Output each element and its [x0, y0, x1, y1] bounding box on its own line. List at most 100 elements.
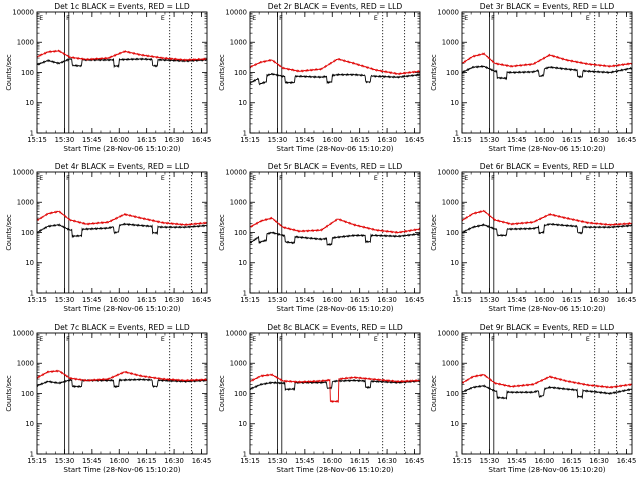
y-tick-label: 10000 [225, 8, 247, 16]
y-tick-label: 1 [243, 450, 247, 458]
marker-label: E [252, 15, 256, 22]
y-tick-label: 100 [21, 69, 34, 77]
chart-title: Det 8c BLACK = Events, RED = LLD [267, 323, 403, 332]
chart-panel-1: Det 1c BLACK = Events, RED = LLD Counts/s… [5, 2, 211, 153]
x-tick-label: 16:00 [109, 136, 129, 144]
x-tick-label: 15:15 [27, 457, 47, 465]
chart-panel-3: Det 3r BLACK = Events, RED = LLD Counts/s… [430, 2, 636, 153]
y-axis-label: Counts/sec [5, 375, 13, 412]
x-tick-label: 16:30 [589, 296, 609, 304]
x-tick-label: 16:00 [534, 296, 554, 304]
x-tick-label: 16:45 [405, 136, 425, 144]
x-tick-label: 16:00 [109, 457, 129, 465]
x-tick-label: 16:45 [192, 457, 212, 465]
y-tick-label: 10 [450, 99, 459, 107]
x-axis-label: Start Time (28-Nov-06 15:10:20) [276, 144, 393, 153]
chart-title: Det 7c BLACK = Events, RED = LLD [54, 323, 190, 332]
chart-panel-5: Det 5r BLACK = Events, RED = LLD Counts/s… [218, 162, 424, 313]
y-tick-label: 10 [238, 259, 247, 267]
y-tick-label: 1000 [442, 199, 459, 207]
y-tick-label: 1000 [230, 199, 247, 207]
x-tick-label: 16:15 [350, 296, 370, 304]
chart-title: Det 3r BLACK = Events, RED = LLD [480, 2, 615, 11]
y-tick-label: 1000 [230, 360, 247, 368]
plot-frame [461, 11, 633, 134]
x-tick-label: 16:30 [164, 457, 184, 465]
marker-label: E [374, 175, 378, 182]
lld-series-line [461, 52, 633, 68]
y-tick-label: 100 [446, 229, 459, 237]
x-tick-label: 15:15 [240, 136, 260, 144]
events-series-line [249, 72, 421, 86]
y-axis-label: Counts/sec [218, 375, 226, 412]
events-series-line [36, 222, 208, 239]
x-tick-label: 16:30 [589, 457, 609, 465]
marker-label: E [252, 336, 256, 343]
y-tick-label: 10000 [437, 8, 459, 16]
lld-series-line [249, 373, 421, 404]
x-tick-label: 16:00 [534, 457, 554, 465]
x-tick-label: 16:15 [137, 136, 157, 144]
y-tick-label: 10000 [225, 168, 247, 176]
y-axis-label: Counts/sec [218, 214, 226, 251]
x-tick-label: 16:15 [350, 136, 370, 144]
marker-label: E [39, 175, 43, 182]
lld-series-line [461, 373, 633, 389]
x-tick-label: 16:15 [562, 296, 582, 304]
x-tick-label: 16:15 [137, 296, 157, 304]
x-tick-label: 15:30 [268, 296, 288, 304]
y-tick-label: 1 [30, 129, 34, 137]
x-tick-label: 15:30 [55, 136, 75, 144]
marker-label: E [374, 336, 378, 343]
y-tick-label: 100 [21, 229, 34, 237]
y-tick-label: 1000 [17, 199, 34, 207]
x-axis-label: Start Time (28-Nov-06 15:10:20) [63, 144, 180, 153]
y-tick-label: 100 [446, 390, 459, 398]
x-axis-label: Start Time (28-Nov-06 15:10:20) [276, 304, 393, 313]
y-tick-label: 1000 [17, 39, 34, 47]
x-tick-label: 16:45 [192, 136, 212, 144]
plot-frame [461, 171, 633, 294]
x-tick-label: 15:15 [452, 296, 472, 304]
chart-title: Det 9r BLACK = Events, RED = LLD [480, 323, 615, 332]
x-axis-label: Start Time (28-Nov-06 15:10:20) [63, 304, 180, 313]
marker-label: E [161, 336, 165, 343]
marker-label: F [491, 175, 495, 182]
marker-label: F [279, 15, 283, 22]
lld-series-line [249, 57, 421, 76]
marker-label: F [66, 175, 70, 182]
events-series-line [249, 231, 421, 246]
marker-label: F [66, 336, 70, 343]
x-tick-label: 16:00 [322, 296, 342, 304]
x-tick-label: 16:15 [562, 457, 582, 465]
y-tick-label: 1000 [442, 39, 459, 47]
plot-frame [249, 11, 421, 134]
marker-label: F [491, 15, 495, 22]
y-tick-label: 10000 [12, 8, 34, 16]
x-tick-label: 16:30 [164, 296, 184, 304]
y-tick-label: 100 [234, 229, 247, 237]
x-axis-label: Start Time (28-Nov-06 15:10:20) [488, 304, 605, 313]
y-tick-label: 10000 [437, 329, 459, 337]
marker-label: E [586, 336, 590, 343]
y-tick-label: 1 [30, 450, 34, 458]
x-tick-label: 16:30 [377, 136, 397, 144]
y-axis-label: Counts/sec [430, 214, 438, 251]
marker-label: E [464, 15, 468, 22]
y-tick-label: 10000 [12, 329, 34, 337]
marker-label: E [39, 15, 43, 22]
y-tick-label: 100 [21, 390, 34, 398]
x-tick-label: 16:00 [322, 457, 342, 465]
y-axis-label: Counts/sec [430, 54, 438, 91]
marker-label: E [374, 15, 378, 22]
lld-series-line [36, 49, 208, 62]
y-tick-label: 10 [25, 259, 34, 267]
x-tick-label: 15:45 [82, 296, 102, 304]
x-tick-label: 15:15 [240, 296, 260, 304]
marker-label: E [252, 175, 256, 182]
x-tick-label: 15:45 [295, 136, 315, 144]
marker-label: E [161, 15, 165, 22]
marker-label: E [586, 175, 590, 182]
y-tick-label: 1 [455, 289, 459, 297]
